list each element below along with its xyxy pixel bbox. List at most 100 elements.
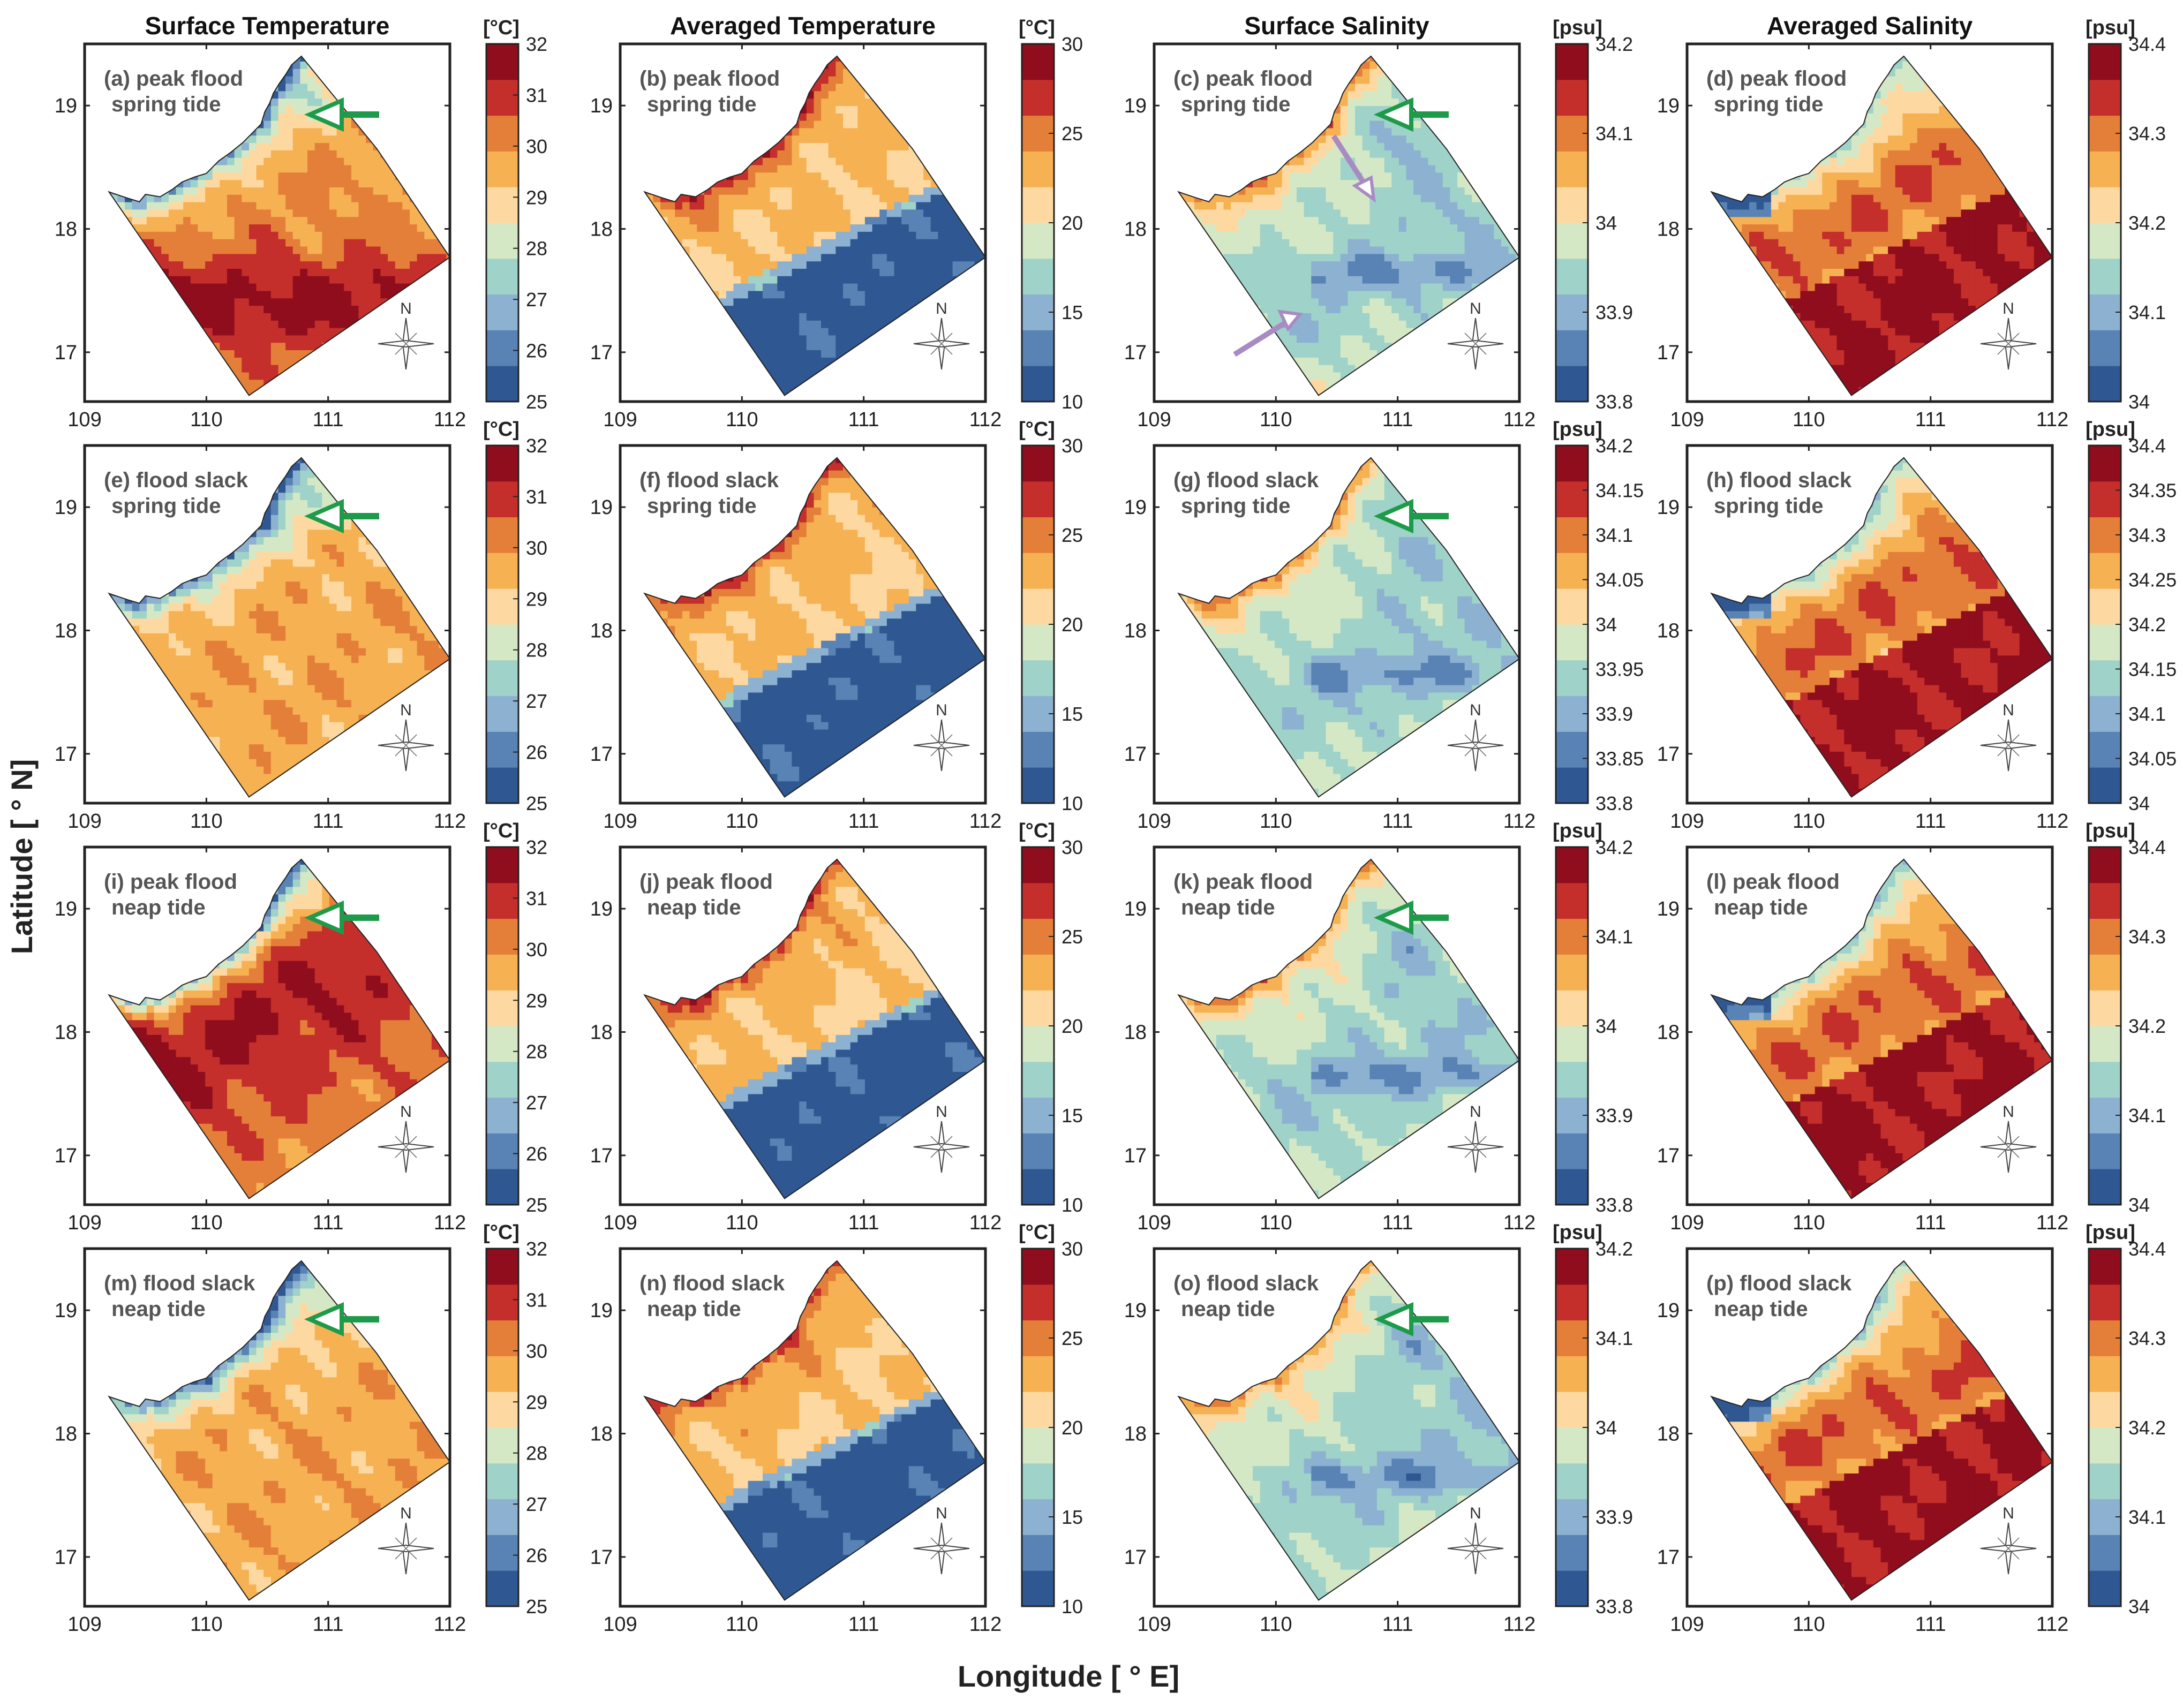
field-cell xyxy=(952,56,960,62)
field-cell xyxy=(908,357,917,365)
field-cell xyxy=(395,142,403,150)
field-cell xyxy=(125,298,133,306)
field-cell xyxy=(358,357,366,365)
field-cell xyxy=(726,320,734,328)
field-cell xyxy=(879,157,887,165)
field-cell xyxy=(212,327,221,336)
field-cell xyxy=(292,231,301,239)
field-cell xyxy=(125,157,133,165)
field-cell xyxy=(373,387,381,395)
field-cell xyxy=(227,290,235,299)
field-cell xyxy=(176,224,184,232)
field-cell xyxy=(125,127,133,136)
field-cell xyxy=(380,231,388,239)
field-cell xyxy=(821,135,829,143)
field-cell xyxy=(439,135,447,143)
field-cell xyxy=(1178,157,1180,165)
field-cell xyxy=(395,276,403,284)
field-cell xyxy=(719,216,727,225)
field-cell xyxy=(270,56,279,62)
field-cell xyxy=(439,335,447,343)
field-cell xyxy=(454,283,461,291)
field-cell xyxy=(417,98,425,106)
field-cell xyxy=(923,105,931,114)
field-cell xyxy=(989,157,997,165)
field-cell xyxy=(886,69,895,77)
field-cell xyxy=(234,224,242,232)
field-cell xyxy=(872,364,880,373)
field-cell xyxy=(285,172,293,180)
field-cell xyxy=(336,135,344,143)
field-cell xyxy=(755,179,763,187)
field-cell xyxy=(711,364,719,373)
field-cell xyxy=(748,387,756,395)
field-cell xyxy=(161,387,169,395)
field-cell xyxy=(344,142,352,150)
field-cell xyxy=(307,209,315,217)
field-cell xyxy=(960,253,968,262)
field-cell xyxy=(864,127,873,136)
field-cell xyxy=(872,150,880,158)
field-cell xyxy=(755,313,763,321)
field-cell xyxy=(234,290,242,299)
field-cell xyxy=(923,224,931,232)
field-cell xyxy=(278,105,286,114)
field-cell xyxy=(278,83,286,92)
field-cell xyxy=(835,209,844,217)
field-cell xyxy=(792,172,800,180)
field-cell xyxy=(234,320,242,328)
field-cell xyxy=(857,179,865,187)
field-cell xyxy=(945,47,953,55)
field-cell xyxy=(1178,164,1180,173)
field-cell xyxy=(952,98,960,106)
field-cell xyxy=(139,379,147,388)
field-cell xyxy=(923,357,931,365)
field-cell xyxy=(923,172,931,180)
field-cell xyxy=(799,90,807,99)
field-cell xyxy=(660,379,668,388)
field-cell xyxy=(395,209,403,217)
field-cell xyxy=(358,379,366,388)
field-cell xyxy=(264,150,272,158)
field-cell xyxy=(974,290,982,299)
field-cell xyxy=(660,209,668,217)
field-cell xyxy=(220,216,228,225)
field-cell xyxy=(336,69,344,77)
field-cell xyxy=(952,283,960,291)
field-cell xyxy=(945,127,953,136)
field-cell xyxy=(205,216,213,225)
field-cell xyxy=(916,98,924,106)
field-cell xyxy=(351,135,359,143)
field-cell xyxy=(748,313,756,321)
field-cell xyxy=(417,172,425,180)
field-cell xyxy=(336,75,344,84)
field-cell xyxy=(952,201,960,210)
field-cell xyxy=(644,357,646,365)
field-cell xyxy=(278,298,286,306)
field-cell xyxy=(292,305,301,313)
field-cell xyxy=(733,276,741,284)
field-cell xyxy=(704,142,712,150)
field-cell xyxy=(242,172,250,180)
field-cell xyxy=(901,157,909,165)
field-cell xyxy=(974,327,982,336)
field-cell xyxy=(792,56,800,62)
field-cell xyxy=(351,283,359,291)
field-cell xyxy=(402,201,410,210)
field-cell xyxy=(835,313,844,321)
field-cell xyxy=(314,172,323,180)
field-cell xyxy=(139,290,147,299)
field-cell xyxy=(270,164,279,173)
field-cell xyxy=(916,246,924,254)
field-cell xyxy=(322,61,330,69)
field-cell xyxy=(908,364,917,373)
field-cell xyxy=(741,276,749,284)
field-cell xyxy=(930,372,939,380)
field-cell xyxy=(300,135,308,143)
field-cell xyxy=(784,379,793,388)
field-cell xyxy=(872,142,880,150)
field-cell xyxy=(784,75,793,84)
field-cell xyxy=(249,276,257,284)
field-cell xyxy=(220,283,228,291)
field-cell xyxy=(667,379,676,388)
